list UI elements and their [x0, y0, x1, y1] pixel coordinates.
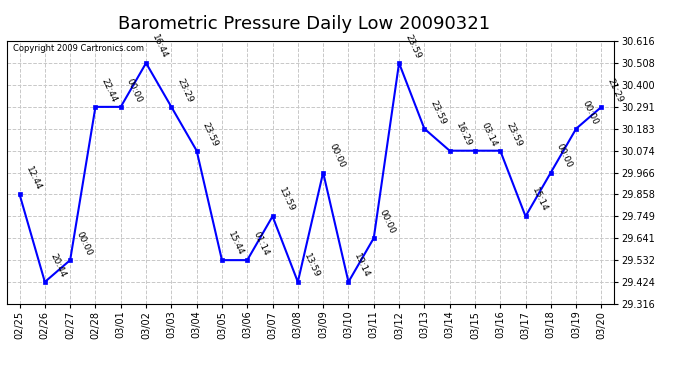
Text: 03:14: 03:14	[479, 121, 498, 148]
Text: 00:00: 00:00	[125, 77, 144, 104]
Text: 23:59: 23:59	[403, 33, 422, 60]
Text: 23:29: 23:29	[175, 77, 195, 104]
Text: 00:00: 00:00	[555, 142, 574, 170]
Text: 00:00: 00:00	[580, 99, 600, 126]
Text: Copyright 2009 Cartronics.com: Copyright 2009 Cartronics.com	[13, 44, 144, 53]
Text: 22:44: 22:44	[99, 77, 119, 104]
Text: 15:44: 15:44	[226, 230, 245, 257]
Text: 13:59: 13:59	[277, 186, 296, 213]
Text: 21:29: 21:29	[606, 77, 624, 104]
Text: Barometric Pressure Daily Low 20090321: Barometric Pressure Daily Low 20090321	[117, 15, 490, 33]
Text: 15:14: 15:14	[530, 186, 549, 213]
Text: 19:14: 19:14	[353, 252, 372, 279]
Text: 13:59: 13:59	[302, 252, 321, 279]
Text: 00:00: 00:00	[378, 208, 397, 236]
Text: 00:00: 00:00	[75, 230, 93, 257]
Text: 12:44: 12:44	[23, 165, 43, 192]
Text: 23:59: 23:59	[504, 121, 524, 148]
Text: 16:29: 16:29	[454, 121, 473, 148]
Text: 20:44: 20:44	[49, 252, 68, 279]
Text: 01:14: 01:14	[251, 230, 270, 257]
Text: 16:44: 16:44	[150, 33, 169, 60]
Text: 23:59: 23:59	[428, 99, 448, 126]
Text: 23:59: 23:59	[201, 121, 220, 148]
Text: 00:00: 00:00	[327, 142, 346, 170]
